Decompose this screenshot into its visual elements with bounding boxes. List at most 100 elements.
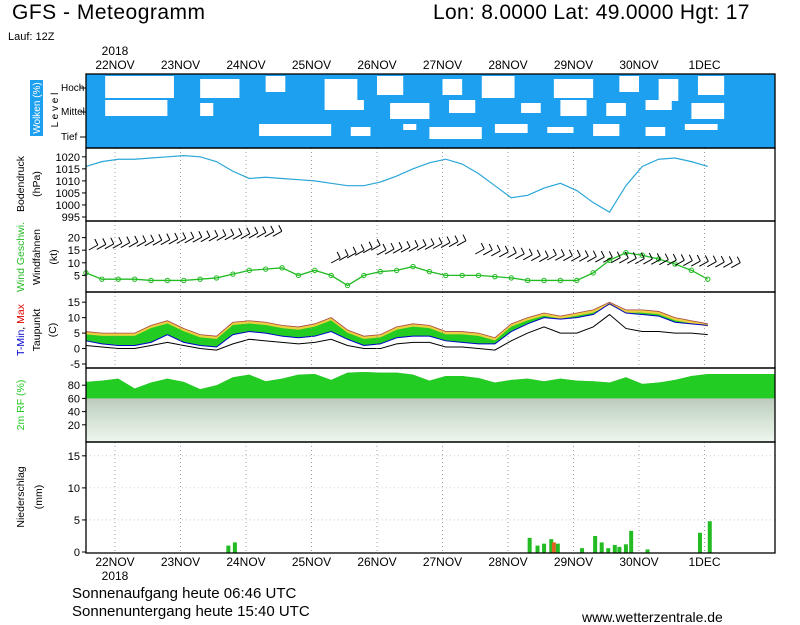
wind-speed-point <box>492 273 498 280</box>
dewpoint-series-line <box>85 313 708 351</box>
wind-barb <box>611 257 621 264</box>
wind-barb-flag <box>462 234 467 241</box>
wind-barb <box>448 241 459 248</box>
wind-barb <box>144 240 155 247</box>
wind-barb <box>635 258 645 265</box>
temperature-tick-label: -5 <box>70 359 80 371</box>
x-tick-label-top: 30NOV <box>619 58 658 72</box>
wind-barb-flag <box>696 254 701 262</box>
wind-speed-point <box>99 276 105 282</box>
wind-barb-ylabel-group: Windfahnen <box>31 229 43 285</box>
cloud-patch <box>200 103 214 116</box>
pressure-unit-group: (hPa) <box>31 171 43 197</box>
wind-barb <box>440 242 451 249</box>
wind-barb-flag <box>672 253 677 261</box>
wind-barb <box>362 247 373 254</box>
wind-barb-flag <box>576 249 581 257</box>
x-tick-label-top: 23NOV <box>161 58 200 72</box>
wind-barb <box>547 254 557 261</box>
wind-tick-label: 15 <box>68 245 80 257</box>
pressure-tick-label: 1015 <box>56 164 80 176</box>
cloud-patch <box>324 100 364 110</box>
wind-barb-flag <box>190 231 195 239</box>
humidity-tick-label: 20 <box>68 420 80 432</box>
wind-barb <box>120 242 131 249</box>
wind-barb-flag <box>110 237 115 245</box>
wind-barb-flag <box>368 241 373 248</box>
wind-barb-flag <box>206 230 211 237</box>
wind-speed-point <box>230 271 236 277</box>
wind-barb-flag <box>382 243 387 251</box>
wind-speed-point <box>590 270 596 276</box>
wind-barb-flag <box>214 229 219 237</box>
x-tick-label-top: 24NOV <box>226 58 265 72</box>
wind-barb <box>627 257 637 264</box>
wind-ylabel: Wind Geschwi. <box>15 222 27 292</box>
humidity-tick-label: 40 <box>68 407 80 419</box>
wind-barb <box>483 249 493 256</box>
cloud-patch <box>265 76 286 92</box>
wind-barb-flag <box>126 236 131 243</box>
wind-barb <box>699 260 709 267</box>
wind-barb <box>579 255 589 262</box>
cloud-patch <box>481 76 515 98</box>
wind-barb-flag <box>520 247 525 255</box>
pressure-tick-label: 1020 <box>56 152 80 164</box>
wind-barb-flag <box>560 249 565 256</box>
temperature-tick-label: 15 <box>68 297 80 309</box>
wind-barb-flag <box>480 242 485 250</box>
wind-barb <box>416 244 427 251</box>
wind-barb <box>248 232 259 239</box>
wind-barb-flag <box>270 225 275 233</box>
wind-barb <box>723 261 733 268</box>
wind-speed-point <box>541 277 547 284</box>
cloud-level-axis-label: L e v e l <box>50 93 61 128</box>
cloud-patch <box>645 100 672 110</box>
wind-speed-point <box>279 265 285 271</box>
wind-speed-point <box>623 250 629 256</box>
wind-barb <box>330 257 341 264</box>
wind-barb-flag <box>406 240 411 248</box>
cloud-patch <box>105 76 174 98</box>
humidity-ylabel-group: 2m RF (%) <box>15 380 27 431</box>
wind-barb-flag <box>736 256 741 263</box>
temperature-tick-label: 0 <box>74 344 80 356</box>
wind-barb-flag <box>512 246 517 254</box>
wind-barb <box>595 256 605 263</box>
wind-barb <box>346 252 357 259</box>
cloud-patch <box>442 79 463 95</box>
cloud-patch <box>645 127 666 136</box>
precipitation-bar <box>612 544 617 553</box>
wind-barb-flag <box>246 227 251 234</box>
wind-barb-flag <box>712 255 717 262</box>
wind-barb <box>232 233 243 240</box>
wind-barb <box>603 256 613 263</box>
year-label-top: 2018 <box>102 44 129 58</box>
wind-barb <box>691 260 701 267</box>
model-run-label: Lauf: 12Z <box>8 31 55 43</box>
wind-barb-flag <box>262 226 267 233</box>
credit-link[interactable]: www.wetterzentrale.de <box>582 609 723 625</box>
pressure-tick-label: 995 <box>62 212 80 224</box>
wind-speed-point <box>164 277 171 284</box>
wind-speed-point <box>705 276 711 282</box>
precipitation-bar <box>623 544 628 553</box>
dewpoint-ylabel: Taupunkt <box>31 309 43 352</box>
precipitation-unit-group: (mm) <box>33 485 45 510</box>
x-tick-label-top: 27NOV <box>423 58 462 72</box>
wind-barb-flag <box>552 248 557 256</box>
humidity-series-area <box>86 372 775 399</box>
wind-barb <box>715 261 725 268</box>
cloud-patch <box>350 127 371 136</box>
x-tick-label-top: 22NOV <box>95 58 134 72</box>
wind-speed-point <box>426 268 433 275</box>
wind-barb <box>432 243 443 249</box>
cloud-patch <box>494 124 528 133</box>
precipitation-bar <box>232 542 237 553</box>
wind-barb <box>112 242 123 249</box>
pressure-ylabel-group: Bodendruck <box>15 155 27 212</box>
wind-barb <box>571 255 581 262</box>
wind-speed-line <box>85 252 709 287</box>
wind-unit: (kt) <box>48 249 60 264</box>
wind-barb-flag <box>422 239 427 246</box>
